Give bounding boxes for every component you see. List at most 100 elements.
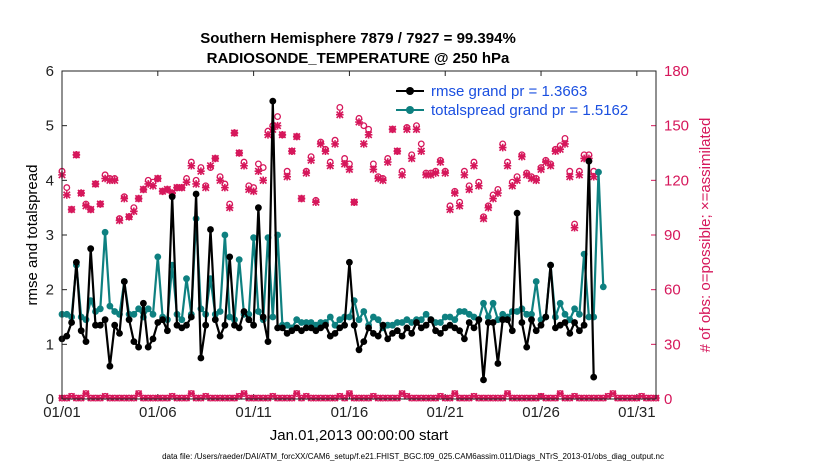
obs-assimilated-marker [451, 189, 459, 197]
obs-assimilated-marker [125, 212, 133, 221]
y-left-tick-label: 3 [46, 227, 54, 244]
rmse-point [259, 313, 267, 321]
obs-assimilated-marker [307, 156, 315, 165]
rmse-point [207, 226, 214, 233]
spread-point [255, 308, 262, 315]
rmse-point [532, 327, 540, 335]
obs-assimilated-marker [316, 140, 325, 148]
rmse-point [518, 319, 526, 326]
obs-assimilated-marker [331, 140, 339, 148]
y-right-tick-label: 180 [664, 63, 689, 80]
y-left-tick-label: 2 [46, 282, 54, 299]
obs-assimilated-marker [575, 171, 584, 179]
rmse-point [135, 343, 143, 351]
rmse-point [87, 245, 95, 253]
obs-assimilated-marker [580, 154, 588, 163]
obs-assimilated-marker [513, 176, 521, 185]
obs-assimilated-marker [489, 194, 497, 203]
obs-assimilated-marker [522, 171, 531, 179]
obs-possible-marker [254, 160, 262, 168]
obs-possible-marker [274, 113, 282, 121]
rmse-point [111, 321, 119, 329]
rmse-point [365, 324, 372, 332]
obs-assimilated-marker [326, 161, 335, 170]
spread-point [456, 308, 463, 315]
plot-frame [61, 70, 657, 400]
y-axis-right-label: # of obs: o=possible; ×=assimilated [697, 118, 714, 353]
spread-point [374, 316, 382, 324]
obs-assimilated-marker [235, 149, 244, 157]
obs-assimilated-marker [197, 167, 205, 176]
obs-assimilated-marker [82, 202, 90, 210]
obs-assimilated-marker [465, 185, 473, 194]
rmse-point [322, 321, 329, 329]
spread-point [183, 275, 190, 283]
obs-assimilated-marker [240, 161, 248, 170]
spread-point [221, 231, 229, 239]
obs-assimilated-marker [503, 161, 512, 170]
rmse-point [240, 308, 248, 315]
chart-title-line1: Southern Hemisphere 7879 / 7927 = 99.394… [200, 30, 516, 47]
spread-point [216, 308, 224, 315]
rmse-point [413, 319, 420, 326]
rmse-point [437, 330, 444, 337]
rmse-point [427, 316, 435, 324]
x-tick-label: 01/31 [618, 404, 656, 421]
obs-assimilated-marker [518, 152, 526, 161]
obs-assimilated-marker [177, 183, 186, 192]
obs-assimilated-marker [350, 198, 359, 206]
obs-assimilated-marker [245, 185, 253, 194]
rmse-point [130, 338, 138, 345]
rmse-point [379, 321, 387, 329]
obs-assimilated-marker [460, 171, 469, 179]
obs-assimilated-marker [340, 160, 349, 168]
rmse-point [470, 324, 478, 332]
obs-assimilated-marker [225, 203, 234, 212]
y-right-tick-label: 30 [664, 336, 681, 353]
y-left-tick-label: 6 [46, 63, 54, 80]
rmse-point [235, 324, 243, 332]
rmse-point [149, 335, 157, 343]
rmse-point [537, 321, 545, 329]
spread-point [576, 310, 583, 318]
rmse-point [92, 321, 99, 329]
rmse-point [192, 190, 200, 198]
rmse-point [408, 330, 416, 337]
obs-assimilated-marker [527, 174, 536, 183]
obs-assimilated-marker [379, 176, 387, 185]
obs-assimilated-marker [134, 194, 143, 203]
obs-assimilated-marker [120, 194, 129, 203]
obs-assimilated-marker [364, 130, 373, 139]
obs-assimilated-marker [278, 130, 287, 139]
rmse-point [523, 343, 531, 351]
y-right-tick-label: 150 [664, 118, 689, 135]
obs-assimilated-marker [91, 180, 100, 188]
obs-assimilated-marker [154, 174, 162, 183]
spread-point [585, 313, 593, 321]
obs-assimilated-marker [273, 121, 282, 130]
obs-assimilated-marker [355, 118, 363, 126]
rmse-point [403, 324, 411, 332]
obs-assimilated-marker [312, 198, 320, 206]
obs-assimilated-marker [106, 176, 114, 185]
rmse-point [226, 253, 234, 261]
obs-assimilated-marker [158, 187, 167, 196]
rmse-point [159, 316, 167, 324]
rmse-point [566, 330, 574, 337]
spread-point [235, 256, 243, 263]
spread-point [561, 310, 569, 318]
obs-assimilated-marker [264, 130, 272, 139]
rmse-point [197, 354, 205, 362]
rmse-point [255, 204, 262, 212]
rmse-point [350, 321, 358, 329]
rmse-point [77, 327, 85, 335]
rmse-point [504, 316, 511, 324]
obs-assimilated-marker [206, 161, 215, 170]
rmse-point [393, 327, 401, 335]
spread-point [384, 321, 392, 329]
obs-assimilated-marker [470, 161, 478, 170]
rmse-point [580, 321, 588, 329]
spread-point [571, 305, 578, 313]
rmse-point [355, 346, 363, 354]
obs-assimilated-marker [508, 182, 517, 190]
